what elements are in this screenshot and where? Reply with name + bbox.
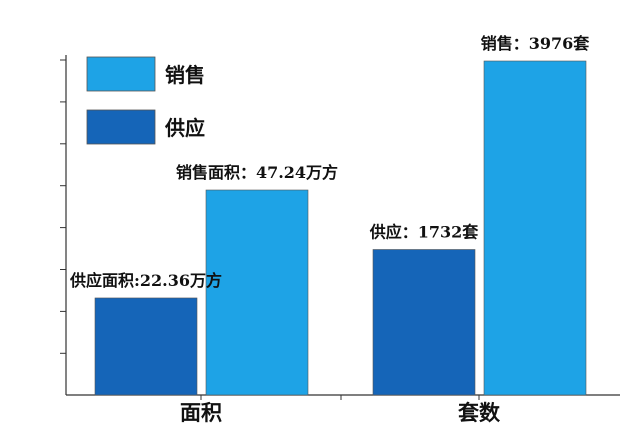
- legend-swatch-sales: [86, 56, 156, 92]
- legend: 销售 供应: [86, 56, 205, 145]
- legend-swatch-supply: [86, 109, 156, 145]
- data-label-supply-units: 供应：1732套: [369, 223, 480, 242]
- x-axis-categories: 面积 套数: [180, 400, 501, 425]
- bar-supply-units: [372, 249, 476, 396]
- bar-sales-area: [205, 189, 309, 396]
- data-label-supply-area: 供应面积:22.36万方: [69, 271, 222, 290]
- bar-sales-units: [483, 60, 587, 396]
- bars-group: [94, 60, 587, 396]
- bar-supply-area: [94, 297, 198, 396]
- y-axis-ticks: [60, 59, 66, 354]
- data-label-sales-area: 销售面积：47.24万方: [176, 163, 338, 182]
- x-tick-label-units: 套数: [458, 400, 501, 425]
- legend-label-supply: 供应: [164, 116, 205, 140]
- x-tick-label-area: 面积: [180, 400, 222, 425]
- legend-label-sales: 销售: [165, 63, 205, 87]
- data-label-sales-units: 销售：3976套: [481, 34, 591, 53]
